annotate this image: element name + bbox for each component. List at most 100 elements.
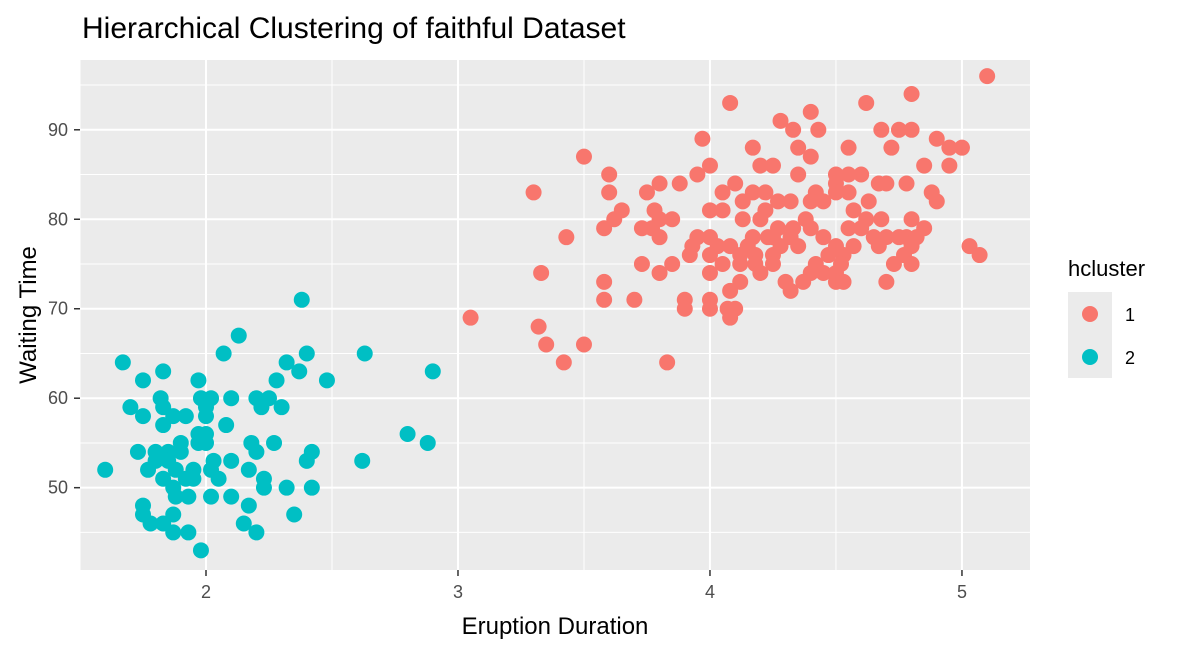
cluster-1-point [701, 300, 718, 317]
cluster-1-point [873, 121, 890, 138]
legend-key-background [1068, 292, 1112, 378]
cluster-1-point [601, 184, 618, 201]
cluster-1-point [651, 175, 668, 192]
cluster-1-point [734, 193, 751, 210]
cluster-2-point [142, 515, 159, 532]
cluster-2-point [399, 426, 416, 442]
cluster-1-point [462, 309, 479, 326]
cluster-2-point [223, 452, 240, 469]
cluster-1-point [575, 148, 592, 165]
cluster-1-point [953, 139, 970, 156]
cluster-1-point [941, 139, 958, 156]
x-tick-label: 4 [705, 582, 715, 602]
cluster-1-point [701, 247, 718, 264]
cluster-1-point [802, 220, 819, 237]
cluster-1-point [903, 211, 920, 228]
cluster-1-point [714, 184, 731, 201]
cluster-2-point [129, 443, 146, 460]
cluster-1-point [810, 121, 827, 138]
cluster-1-point [802, 148, 819, 165]
cluster-2-point [218, 417, 235, 434]
cluster-2-point [147, 443, 164, 460]
cluster-1-point [664, 256, 681, 272]
cluster-2-point [172, 443, 189, 460]
cluster-1-point [840, 139, 857, 156]
cluster-2-point [419, 434, 436, 451]
cluster-1-point [790, 166, 807, 183]
cluster-1-point [840, 184, 857, 201]
cluster-1-point [928, 130, 945, 147]
cluster-2-point [165, 506, 182, 523]
cluster-1-point [916, 157, 933, 174]
cluster-2-point [180, 524, 197, 541]
y-tick-label: 70 [48, 299, 68, 319]
cluster-1-point [525, 184, 542, 201]
cluster-2-point [215, 345, 232, 362]
cluster-2-point [248, 524, 265, 541]
cluster-2-point [278, 354, 295, 371]
cluster-1-point [596, 291, 613, 308]
cluster-2-point [273, 399, 290, 416]
cluster-1-point [845, 202, 862, 219]
cluster-1-point [878, 273, 895, 290]
cluster-1-point [903, 121, 920, 138]
cluster-1-point [772, 112, 789, 129]
cluster-1-point [873, 211, 890, 228]
cluster-1-point [752, 157, 769, 174]
cluster-1-point [840, 220, 857, 237]
cluster-2-point [268, 372, 285, 389]
chart-title: Hierarchical Clustering of faithful Data… [82, 12, 626, 45]
cluster-1-point [979, 68, 996, 85]
cluster-1-point [689, 166, 706, 183]
cluster-1-point [538, 336, 555, 353]
cluster-1-point [782, 282, 799, 299]
legend-label-2: 2 [1125, 348, 1135, 368]
cluster-2-point [134, 372, 151, 389]
cluster-2-point [197, 408, 214, 425]
legend: hcluster 1 2 [1068, 256, 1145, 378]
cluster-1-point [651, 211, 668, 228]
cluster-1-point [732, 256, 749, 272]
legend-key-1 [1082, 306, 1098, 322]
cluster-1-point [870, 238, 887, 255]
cluster-1-point [722, 94, 739, 111]
cluster-1-point [928, 193, 945, 210]
cluster-2-point [266, 434, 283, 451]
cluster-1-point [722, 309, 739, 326]
cluster-2-point [223, 488, 240, 505]
cluster-1-point [722, 282, 739, 299]
data-points [97, 68, 996, 559]
cluster-1-point [885, 256, 902, 272]
cluster-2-point [424, 363, 441, 380]
cluster-1-point [890, 121, 907, 138]
cluster-2-point [203, 390, 220, 407]
cluster-1-point [701, 264, 718, 281]
cluster-1-point [752, 264, 769, 281]
cluster-2-point [177, 408, 194, 425]
cluster-1-point [802, 193, 819, 210]
cluster-1-point [883, 139, 900, 156]
cluster-1-point [835, 273, 852, 290]
cluster-1-point [659, 354, 676, 371]
x-axis-title: Eruption Duration [462, 613, 649, 640]
cluster-2-point [180, 488, 197, 505]
cluster-2-point [97, 461, 114, 478]
cluster-2-point [255, 479, 272, 496]
cluster-2-point [248, 443, 265, 460]
cluster-1-point [770, 193, 787, 210]
y-tick-label: 80 [48, 209, 68, 229]
cluster-1-point [820, 247, 837, 264]
x-tick-label: 3 [453, 582, 463, 602]
cluster-1-point [701, 202, 718, 219]
cluster-1-point [858, 94, 875, 111]
cluster-2-point [205, 452, 222, 469]
cluster-2-point [303, 443, 320, 460]
cluster-1-point [638, 184, 655, 201]
cluster-1-point [681, 247, 698, 264]
cluster-1-point [530, 318, 547, 335]
cluster-1-point [676, 300, 693, 317]
cluster-2-point [114, 354, 131, 371]
cluster-1-point [860, 193, 877, 210]
cluster-1-point [533, 264, 550, 281]
legend-label-1: 1 [1125, 305, 1135, 325]
